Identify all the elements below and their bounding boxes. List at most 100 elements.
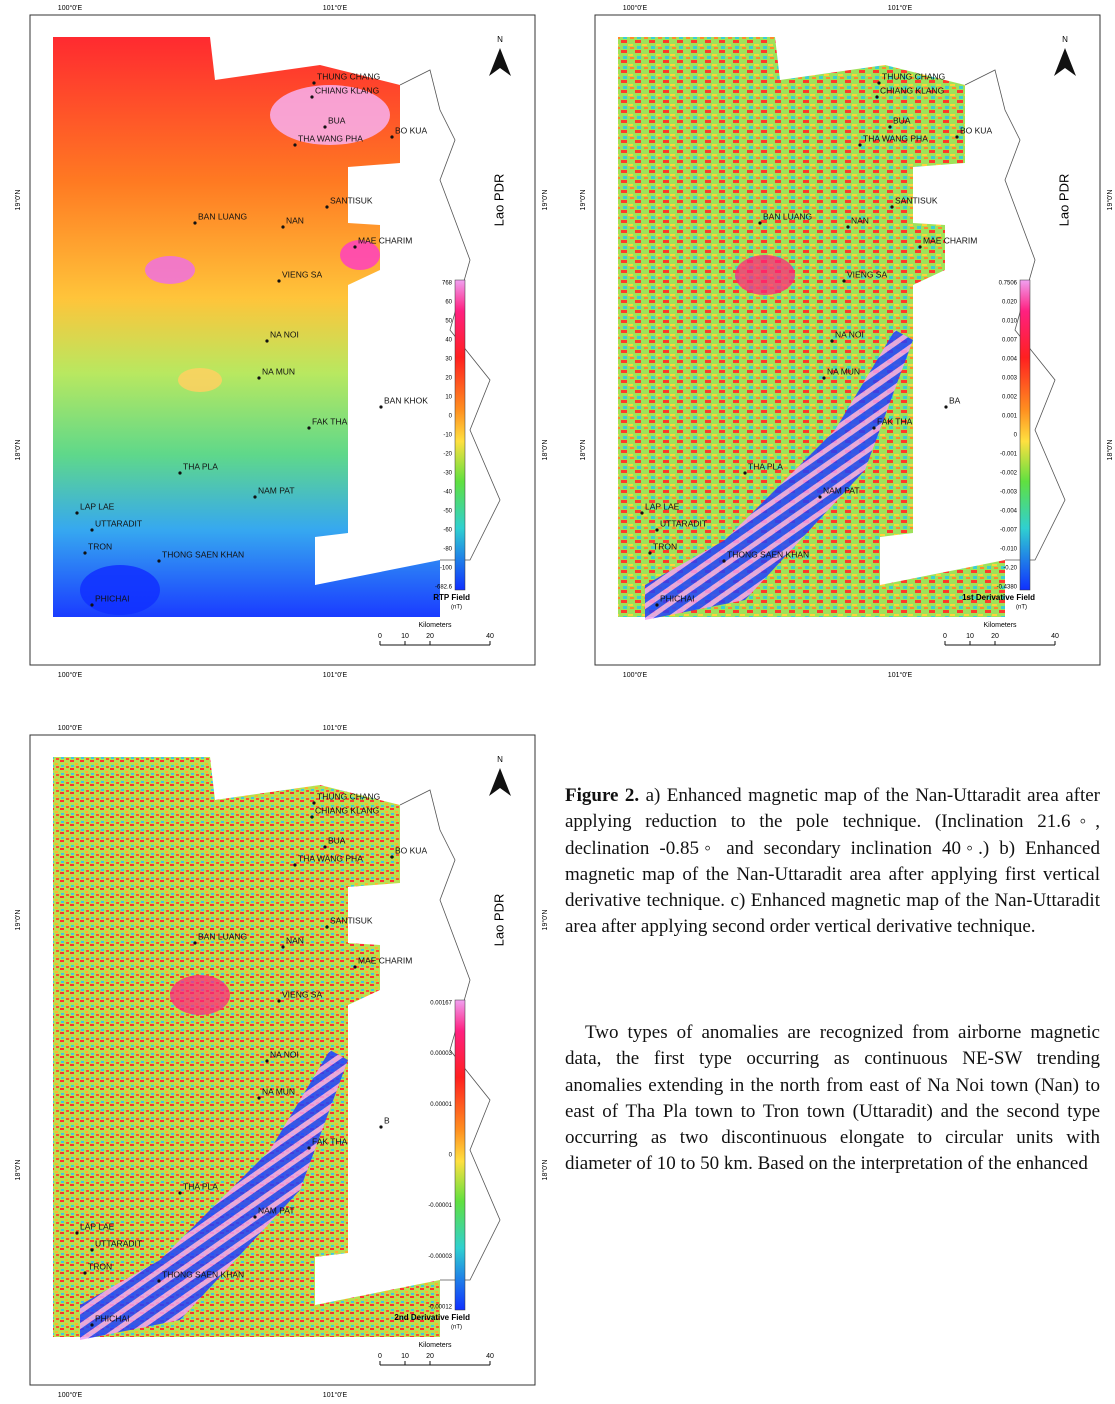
latitude-label: 18°0'N: [14, 440, 22, 461]
town-label: THONG SAEN KHAN: [162, 549, 244, 559]
town-label: THONG SAEN KHAN: [727, 549, 809, 559]
scale-title: Kilometers: [983, 622, 1017, 629]
town-label: NA MUN: [827, 366, 860, 376]
legend-label: 30: [445, 357, 452, 363]
town-label: UTTARADIT: [660, 518, 707, 528]
town-label: BO KUA: [395, 845, 427, 855]
legend-label: -0.007: [1000, 528, 1018, 534]
town-label: CHIANG KLANG: [315, 85, 379, 95]
scale-title: Kilometers: [418, 622, 452, 629]
town-dot: [265, 1059, 268, 1062]
page: 100°0'E100°0'E101°0'E101°0'E19°0'N19°0'N…: [0, 0, 1115, 1404]
town-dot: [90, 1323, 93, 1326]
town-dot: [875, 95, 878, 98]
legend-label: -60: [443, 528, 452, 534]
town-dot: [312, 801, 315, 804]
town-label: NAM PAT: [258, 485, 295, 495]
town-label: BUA: [328, 115, 346, 125]
town-label: PHICHAI: [95, 1313, 129, 1323]
legend-label: 768: [442, 281, 453, 287]
town-dot: [90, 603, 93, 606]
scale-label: 10: [401, 1353, 409, 1360]
town-label: THA PLA: [183, 461, 218, 471]
town-dot: [75, 1231, 78, 1234]
caption-text: a) Enhanced magnetic map of the Nan-Utta…: [565, 785, 1100, 937]
map-panel: 100°0'E100°0'E101°0'E101°0'E19°0'N19°0'N…: [14, 724, 549, 1399]
town-dot: [83, 551, 86, 554]
town-label: FAK THA: [312, 1136, 348, 1146]
longitude-label: 100°0'E: [58, 4, 83, 12]
legend-title: 2nd Derivative Field: [394, 1313, 470, 1322]
town-label: BUA: [328, 835, 346, 845]
legend-label: 40: [445, 338, 452, 344]
town-label: BAN LUANG: [198, 211, 247, 221]
longitude-label: 101°0'E: [888, 671, 913, 679]
town-dot: [842, 279, 845, 282]
legend-colorbar: [455, 1000, 465, 1310]
longitude-label: 100°0'E: [58, 1391, 83, 1399]
legend-label: -0.002: [1000, 471, 1018, 477]
town-dot: [157, 559, 160, 562]
town-dot: [390, 855, 393, 858]
town-label: BAN KHOK: [384, 395, 428, 405]
town-dot: [379, 1125, 382, 1128]
town-label: BUA: [893, 115, 911, 125]
town-label: NA MUN: [262, 366, 295, 376]
legend-label: -0.00012: [428, 1305, 452, 1311]
legend-label: 10: [445, 395, 452, 401]
town-label: TRON: [88, 541, 112, 551]
longitude-label: 100°0'E: [623, 671, 648, 679]
town-label: THONG SAEN KHAN: [162, 1269, 244, 1279]
town-label: NA MUN: [262, 1086, 295, 1096]
town-dot: [655, 603, 658, 606]
town-label: TRON: [653, 541, 677, 551]
town-label: UTTARADIT: [95, 518, 142, 528]
town-dot: [90, 528, 93, 531]
town-label: THA PLA: [183, 1181, 218, 1191]
legend-label: 0.004: [1002, 357, 1018, 363]
town-label: SANTISUK: [895, 195, 938, 205]
legend-label: -10: [443, 433, 452, 439]
legend-label: -20: [443, 452, 452, 458]
scale-label: 20: [426, 1353, 434, 1360]
scale-label: 10: [401, 633, 409, 640]
scale-label: 20: [426, 633, 434, 640]
town-label: NA NOI: [270, 1049, 299, 1059]
town-label: NAM PAT: [823, 485, 860, 495]
legend-label: -0.20: [1003, 566, 1017, 572]
anomaly: [178, 368, 222, 392]
town-label: PHICHAI: [95, 593, 129, 603]
town-label: NA NOI: [270, 329, 299, 339]
town-dot: [281, 945, 284, 948]
town-dot: [310, 815, 313, 818]
legend-label: -682.6: [435, 585, 453, 591]
town-label: VIENG SA: [847, 269, 887, 279]
town-dot: [157, 1279, 160, 1282]
town-dot: [390, 135, 393, 138]
legend-label: 0.007: [1002, 338, 1018, 344]
town-dot: [310, 95, 313, 98]
scale-label: 40: [486, 633, 494, 640]
legend-label: -80: [443, 547, 452, 553]
scale-label: 0: [378, 633, 382, 640]
town-dot: [944, 405, 947, 408]
town-dot: [822, 376, 825, 379]
longitude-label: 101°0'E: [323, 4, 348, 12]
town-label: THUNG CHANG: [317, 71, 380, 81]
town-dot: [323, 125, 326, 128]
town-dot: [83, 1271, 86, 1274]
legend-label: 50: [445, 319, 452, 325]
town-dot: [379, 405, 382, 408]
latitude-label: 19°0'N: [14, 910, 22, 931]
legend-label: 0.001: [1002, 414, 1018, 420]
town-dot: [257, 376, 260, 379]
legend-unit: (nT): [451, 1325, 462, 1331]
north-label: N: [497, 35, 503, 44]
town-dot: [90, 1248, 93, 1251]
town-dot: [253, 495, 256, 498]
longitude-label: 100°0'E: [58, 671, 83, 679]
town-dot: [353, 965, 356, 968]
town-dot: [281, 225, 284, 228]
town-label: BAN LUANG: [763, 211, 812, 221]
legend-label: -0.4380: [997, 585, 1018, 591]
